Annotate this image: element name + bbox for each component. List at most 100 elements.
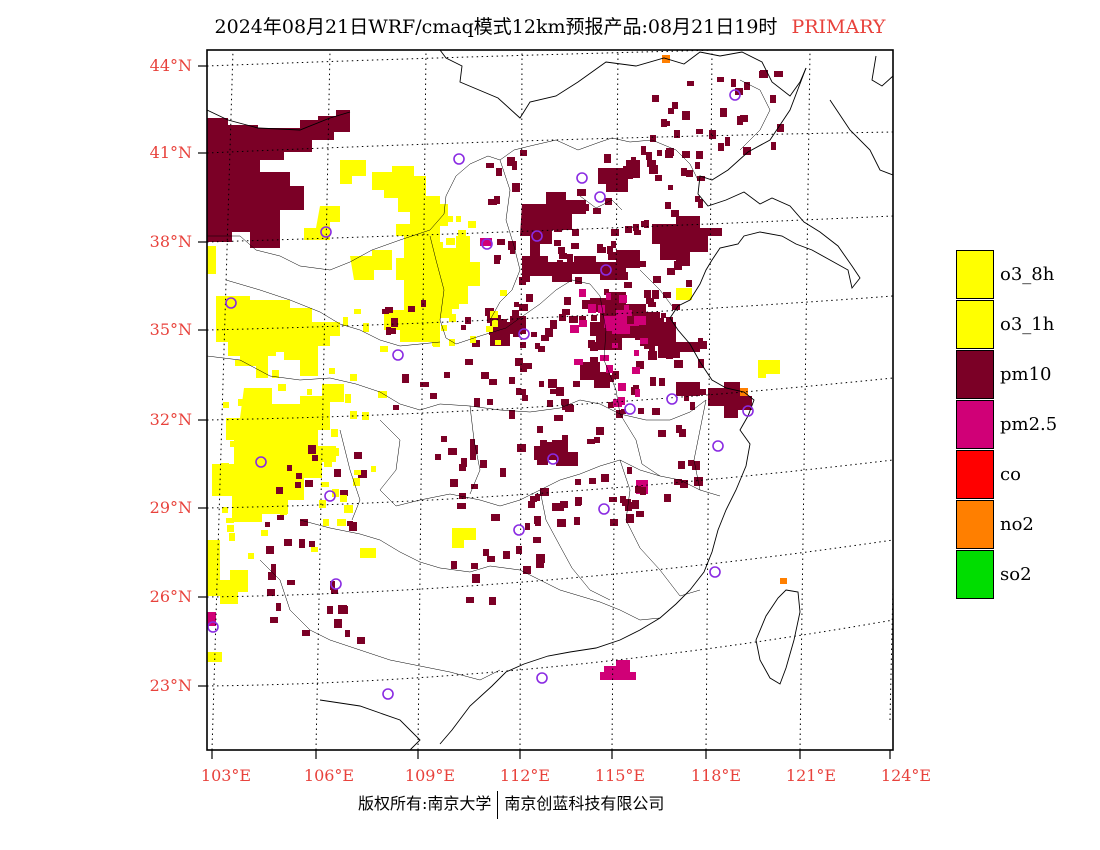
grid-cell bbox=[579, 320, 587, 327]
grid-cell bbox=[271, 320, 277, 325]
grid-cell bbox=[573, 381, 580, 387]
lon-label-118e: 118°E bbox=[690, 766, 742, 785]
lon-label-106e: 106°E bbox=[303, 766, 355, 785]
grid-cell bbox=[349, 522, 357, 531]
grid-cell bbox=[682, 151, 690, 158]
grid-cell bbox=[307, 436, 314, 443]
grid-cell bbox=[554, 415, 563, 421]
grid-cell bbox=[276, 603, 281, 611]
grid-cell bbox=[644, 341, 652, 349]
grid-cell bbox=[552, 503, 561, 511]
grid-cell bbox=[672, 102, 678, 109]
grid-cell bbox=[610, 519, 618, 526]
grid-cell bbox=[520, 363, 527, 372]
grid-cell bbox=[666, 352, 673, 359]
grid-cell bbox=[259, 358, 265, 365]
province-line bbox=[339, 429, 361, 521]
grid-cell bbox=[357, 637, 365, 644]
map-title: 2024年08月21日WRF/cmaq模式12km预报产品:08月21日19时 P… bbox=[0, 12, 1100, 39]
pm10-area bbox=[652, 216, 722, 266]
grid-cell bbox=[531, 332, 537, 337]
grid-cell bbox=[319, 398, 325, 407]
grid-cell bbox=[519, 277, 526, 285]
grid-cell bbox=[608, 252, 617, 260]
grid-cell bbox=[636, 511, 644, 517]
grid-cell bbox=[485, 308, 494, 316]
grid-cell bbox=[515, 358, 523, 366]
grid-cell bbox=[652, 408, 660, 415]
pm2.5-area bbox=[600, 660, 636, 680]
lat-label-41n: 41°N bbox=[149, 143, 192, 162]
grid-cell bbox=[649, 165, 658, 174]
grid-cell bbox=[512, 183, 520, 192]
grid-cell bbox=[340, 495, 347, 502]
copyright-company: 南京创蓝科技有限公司 bbox=[504, 794, 665, 813]
grid-cell bbox=[472, 340, 480, 347]
grid-cell bbox=[674, 479, 682, 485]
legend-label: o3_1h bbox=[1000, 314, 1055, 335]
grid-cell bbox=[386, 327, 391, 335]
axis-ticks bbox=[198, 65, 891, 759]
grid-cell bbox=[627, 467, 632, 474]
lon-line-109e bbox=[417, 50, 427, 750]
lon-line-115e bbox=[611, 50, 619, 750]
grid-cell bbox=[265, 522, 270, 527]
grid-cell bbox=[655, 175, 662, 181]
grid-cell bbox=[337, 519, 346, 526]
grid-cell bbox=[588, 340, 595, 348]
o3-area bbox=[372, 166, 480, 342]
province-line bbox=[489, 159, 521, 321]
grid-cell bbox=[550, 206, 557, 214]
grid-cell bbox=[513, 331, 519, 337]
grid-cell bbox=[494, 257, 500, 264]
grid-cell bbox=[490, 311, 498, 318]
grid-cell bbox=[512, 310, 519, 317]
grid-cell bbox=[684, 395, 689, 401]
grid-cell bbox=[520, 150, 527, 156]
grid-cell bbox=[341, 606, 348, 614]
grid-cell bbox=[451, 561, 457, 569]
grid-cell bbox=[662, 121, 670, 126]
grid-cell bbox=[562, 435, 568, 443]
grid-cell bbox=[650, 135, 656, 142]
legend-swatch bbox=[956, 300, 994, 349]
pm10-area bbox=[676, 382, 700, 396]
grid-cell bbox=[651, 314, 658, 319]
station-marker bbox=[547, 453, 559, 465]
grid-cell bbox=[672, 246, 681, 255]
grid-cell bbox=[618, 383, 626, 391]
grid-cell bbox=[487, 399, 493, 405]
grid-cell bbox=[465, 359, 473, 365]
grid-cell bbox=[465, 317, 471, 324]
grid-cell bbox=[633, 224, 639, 231]
grid-cell bbox=[523, 259, 529, 265]
grid-cell bbox=[606, 365, 613, 373]
station-marker bbox=[594, 191, 606, 203]
grid-cell bbox=[636, 361, 644, 369]
grid-cell bbox=[516, 546, 522, 554]
grid-cell bbox=[503, 551, 510, 559]
grid-cell bbox=[252, 507, 258, 515]
grid-cell bbox=[652, 95, 659, 102]
o3-area bbox=[207, 652, 222, 662]
grid-cell bbox=[572, 229, 579, 236]
grid-cell bbox=[534, 452, 542, 459]
grid-cell bbox=[548, 447, 553, 454]
grid-cell bbox=[590, 357, 598, 363]
grid-cell bbox=[624, 282, 632, 288]
grid-cell bbox=[358, 470, 367, 478]
grid-cell bbox=[665, 202, 671, 209]
grid-cell bbox=[408, 306, 415, 312]
grid-cell bbox=[580, 204, 589, 211]
grid-cell bbox=[663, 292, 671, 298]
lat-label-23n: 23°N bbox=[149, 676, 192, 695]
o3-area bbox=[350, 250, 392, 280]
grid-cell bbox=[653, 276, 661, 283]
grid-cell bbox=[579, 289, 586, 297]
grid-cell bbox=[517, 444, 526, 452]
lat-label-32n: 32°N bbox=[149, 410, 192, 429]
grid-cell bbox=[527, 363, 532, 369]
grid-cell bbox=[436, 242, 443, 250]
grid-cell bbox=[450, 479, 458, 487]
grid-cell bbox=[559, 253, 567, 259]
